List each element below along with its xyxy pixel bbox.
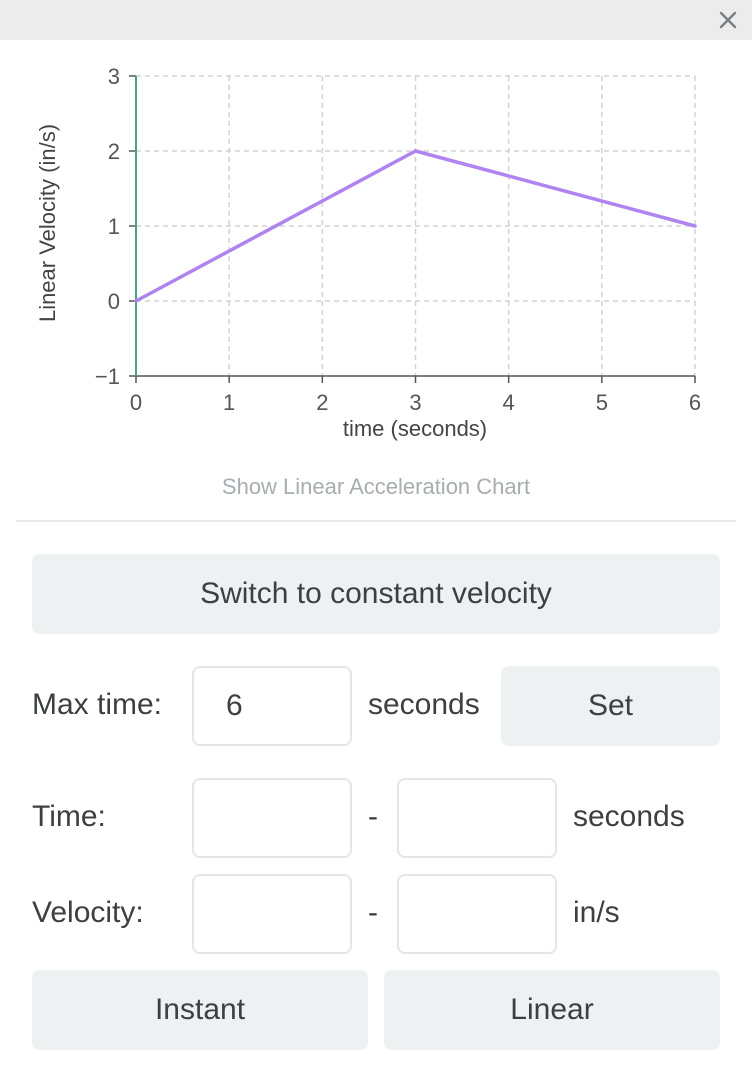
velocity-label: Velocity:	[32, 896, 144, 929]
x-tick-label: 5	[596, 390, 608, 415]
velocity-end-input[interactable]	[397, 874, 557, 954]
time-unit: seconds	[573, 800, 685, 833]
time-label: Time:	[32, 800, 106, 833]
velocity-range-dash: -	[368, 896, 378, 929]
y-tick-label: −1	[95, 364, 120, 389]
x-tick-label: 1	[223, 390, 235, 415]
close-icon[interactable]	[716, 8, 740, 32]
x-tick-label: 0	[130, 390, 142, 415]
time-end-input[interactable]	[397, 778, 557, 858]
instant-button[interactable]: Instant	[32, 970, 368, 1050]
x-axis-label: time (seconds)	[343, 416, 487, 441]
divider	[16, 520, 736, 522]
max-time-unit: seconds	[368, 688, 480, 721]
y-axis-label: Linear Velocity (in/s)	[35, 124, 60, 322]
velocity-chart-svg: 0 1 2 3 4 5 6 3 2 1 0 −1 time (seconds) Linear Veloci…	[35, 64, 701, 441]
velocity-start-input[interactable]	[192, 874, 352, 954]
time-range-dash: -	[368, 800, 378, 833]
velocity-unit: in/s	[573, 896, 620, 929]
y-tick-label: 1	[108, 214, 120, 239]
max-time-label: Max time:	[32, 688, 163, 721]
time-start-input[interactable]	[192, 778, 352, 858]
velocity-series-line	[134, 149, 697, 303]
switch-constant-velocity-button[interactable]: Switch to constant velocity	[32, 554, 720, 634]
velocity-chart: 0 1 2 3 4 5 6 3 2 1 0 −1 time (seconds) Linear Veloci…	[0, 40, 752, 460]
x-tick-label: 3	[409, 390, 421, 415]
x-tick-label: 6	[689, 390, 701, 415]
y-tick-label: 2	[108, 139, 120, 164]
set-max-time-button[interactable]: Set	[501, 666, 720, 746]
y-tick-label: 3	[108, 64, 120, 89]
show-acceleration-chart-link[interactable]: Show Linear Acceleration Chart	[221, 474, 531, 499]
y-tick-label: 0	[108, 289, 120, 314]
x-tick-label: 2	[316, 390, 328, 415]
linear-button[interactable]: Linear	[384, 970, 720, 1050]
x-tick-label: 4	[503, 390, 515, 415]
max-time-input[interactable]	[192, 666, 352, 746]
title-bar	[0, 0, 752, 40]
